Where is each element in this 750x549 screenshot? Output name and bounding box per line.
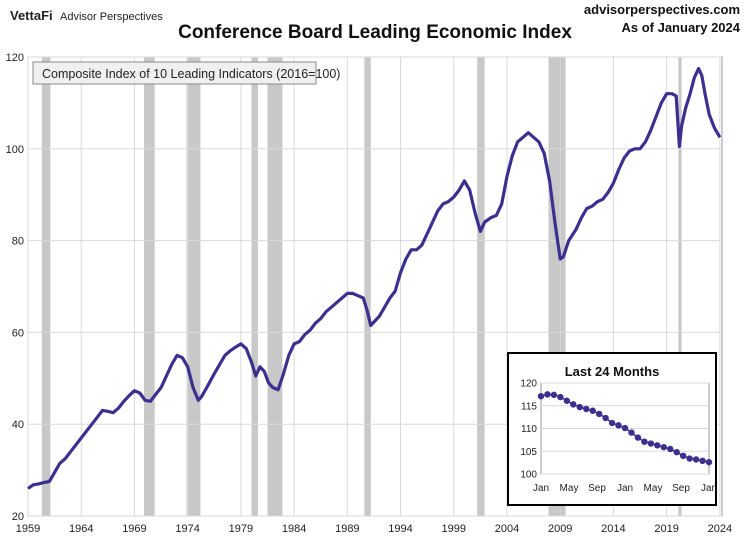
recession-band — [41, 57, 51, 516]
inset-data-point — [641, 438, 648, 445]
recession-band — [364, 57, 371, 516]
main-y-tick-label: 40 — [12, 419, 24, 431]
recession-band — [186, 57, 201, 516]
inset-data-point — [615, 422, 622, 429]
main-y-tick-label: 20 — [12, 511, 24, 523]
brand-logo-text: VettaFi — [10, 8, 53, 23]
inset-data-point — [537, 392, 545, 400]
inset-y-tick-label: 115 — [521, 401, 537, 412]
inset-points — [537, 391, 713, 466]
inset-data-point — [654, 442, 661, 449]
inset-title: Last 24 Months — [565, 364, 660, 379]
recession-band — [477, 57, 485, 516]
main-x-tick-label: 1979 — [229, 523, 253, 535]
main-y-tick-label: 60 — [12, 327, 24, 339]
main-x-tick-label: 2009 — [548, 523, 572, 535]
main-x-tick-label: 1989 — [335, 523, 359, 535]
main-x-tick-label: 2024 — [708, 523, 732, 535]
main-x-axis: 1959 1964 1969 1974 1979 1984 1989 1994 1999 2004… — [16, 523, 732, 535]
inset-data-point — [686, 455, 693, 462]
recession-band — [144, 57, 155, 516]
main-y-axis: 20 40 60 80 100 120 — [6, 52, 24, 523]
main-x-tick-label: 1974 — [175, 523, 199, 535]
series-label-box-frame — [32, 61, 317, 85]
recession-band — [678, 57, 682, 516]
inset-data-point — [589, 407, 596, 414]
chart-title: Conference Board Leading Economic Index — [178, 22, 572, 43]
inset-x-tick-label: Jan — [701, 483, 717, 494]
inset-data-point — [570, 401, 577, 408]
inset-data-point — [628, 429, 635, 436]
inset-data-point — [660, 443, 667, 451]
inset-data-point — [550, 391, 558, 399]
brand-subtitle: Advisor Perspectives — [60, 11, 163, 23]
main-x-tick-label: 2014 — [601, 523, 625, 535]
inset-data-point — [679, 452, 687, 459]
inset-data-point — [608, 419, 616, 427]
as-of-date: As of January 2024 — [621, 20, 740, 35]
inset-y-tick-label: 105 — [520, 447, 537, 458]
lei-series-line — [27, 66, 722, 490]
inset-data-point — [647, 440, 655, 447]
inset-data-point — [595, 410, 603, 418]
inset-data-point — [544, 391, 551, 398]
inset-data-point — [621, 424, 629, 432]
main-x-tick-label: 1959 — [16, 523, 40, 535]
inset-data-point — [602, 414, 609, 422]
inset-x-tick-label: Sep — [588, 483, 606, 494]
inset-data-point — [705, 458, 713, 466]
main-x-tick-label: 1994 — [388, 523, 412, 535]
inset-x-tick-label: Jan — [617, 483, 633, 494]
source-site: advisorperspectives.com — [584, 2, 740, 17]
inset-x-tick-label: May — [560, 483, 579, 494]
series-label: Composite Index of 10 Leading Indicators… — [42, 67, 340, 81]
inset-data-point — [576, 403, 583, 411]
inset-x-tick-label: Sep — [672, 483, 690, 494]
inset-y-axis: 100 105 110 115 120 — [520, 379, 537, 481]
main-x-tick-label: 1969 — [122, 523, 146, 535]
inset-y-tick-label: 100 — [520, 470, 537, 481]
inset-x-axis: Jan May Sep Jan May Sep Jan — [533, 483, 717, 494]
inset-data-point — [699, 457, 706, 465]
main-y-tick-label: 120 — [6, 52, 24, 64]
inset-x-tick-label: May — [644, 483, 663, 494]
inset-data-point — [557, 393, 564, 401]
main-y-tick-label: 80 — [12, 236, 24, 248]
recession-band — [251, 57, 258, 516]
main-x-tick-label: 2019 — [654, 523, 678, 535]
inset-y-tick-label: 110 — [521, 424, 537, 435]
inset-data-point — [634, 434, 642, 441]
series-label-box: Composite Index of 10 Leading Indicators… — [32, 61, 340, 85]
inset-data-point — [673, 448, 680, 456]
inset-data-point — [563, 397, 571, 404]
inset-data-point — [692, 456, 700, 463]
inset-grid — [541, 382, 709, 475]
main-x-tick-label: 2004 — [495, 523, 519, 535]
main-x-tick-label: 1999 — [442, 523, 466, 535]
inset-y-tick-label: 120 — [520, 379, 537, 390]
inset-chart: Last 24 Months 100 105 110 115 120 Jan May Sep… — [507, 352, 717, 506]
inset-data-point — [583, 405, 590, 413]
inset-data-point — [667, 445, 674, 453]
recession-band — [267, 57, 283, 516]
inset-x-tick-label: Jan — [533, 483, 549, 494]
main-x-tick-label: 1964 — [69, 523, 93, 535]
main-y-tick-label: 100 — [6, 144, 24, 156]
main-x-tick-label: 1984 — [282, 523, 306, 535]
